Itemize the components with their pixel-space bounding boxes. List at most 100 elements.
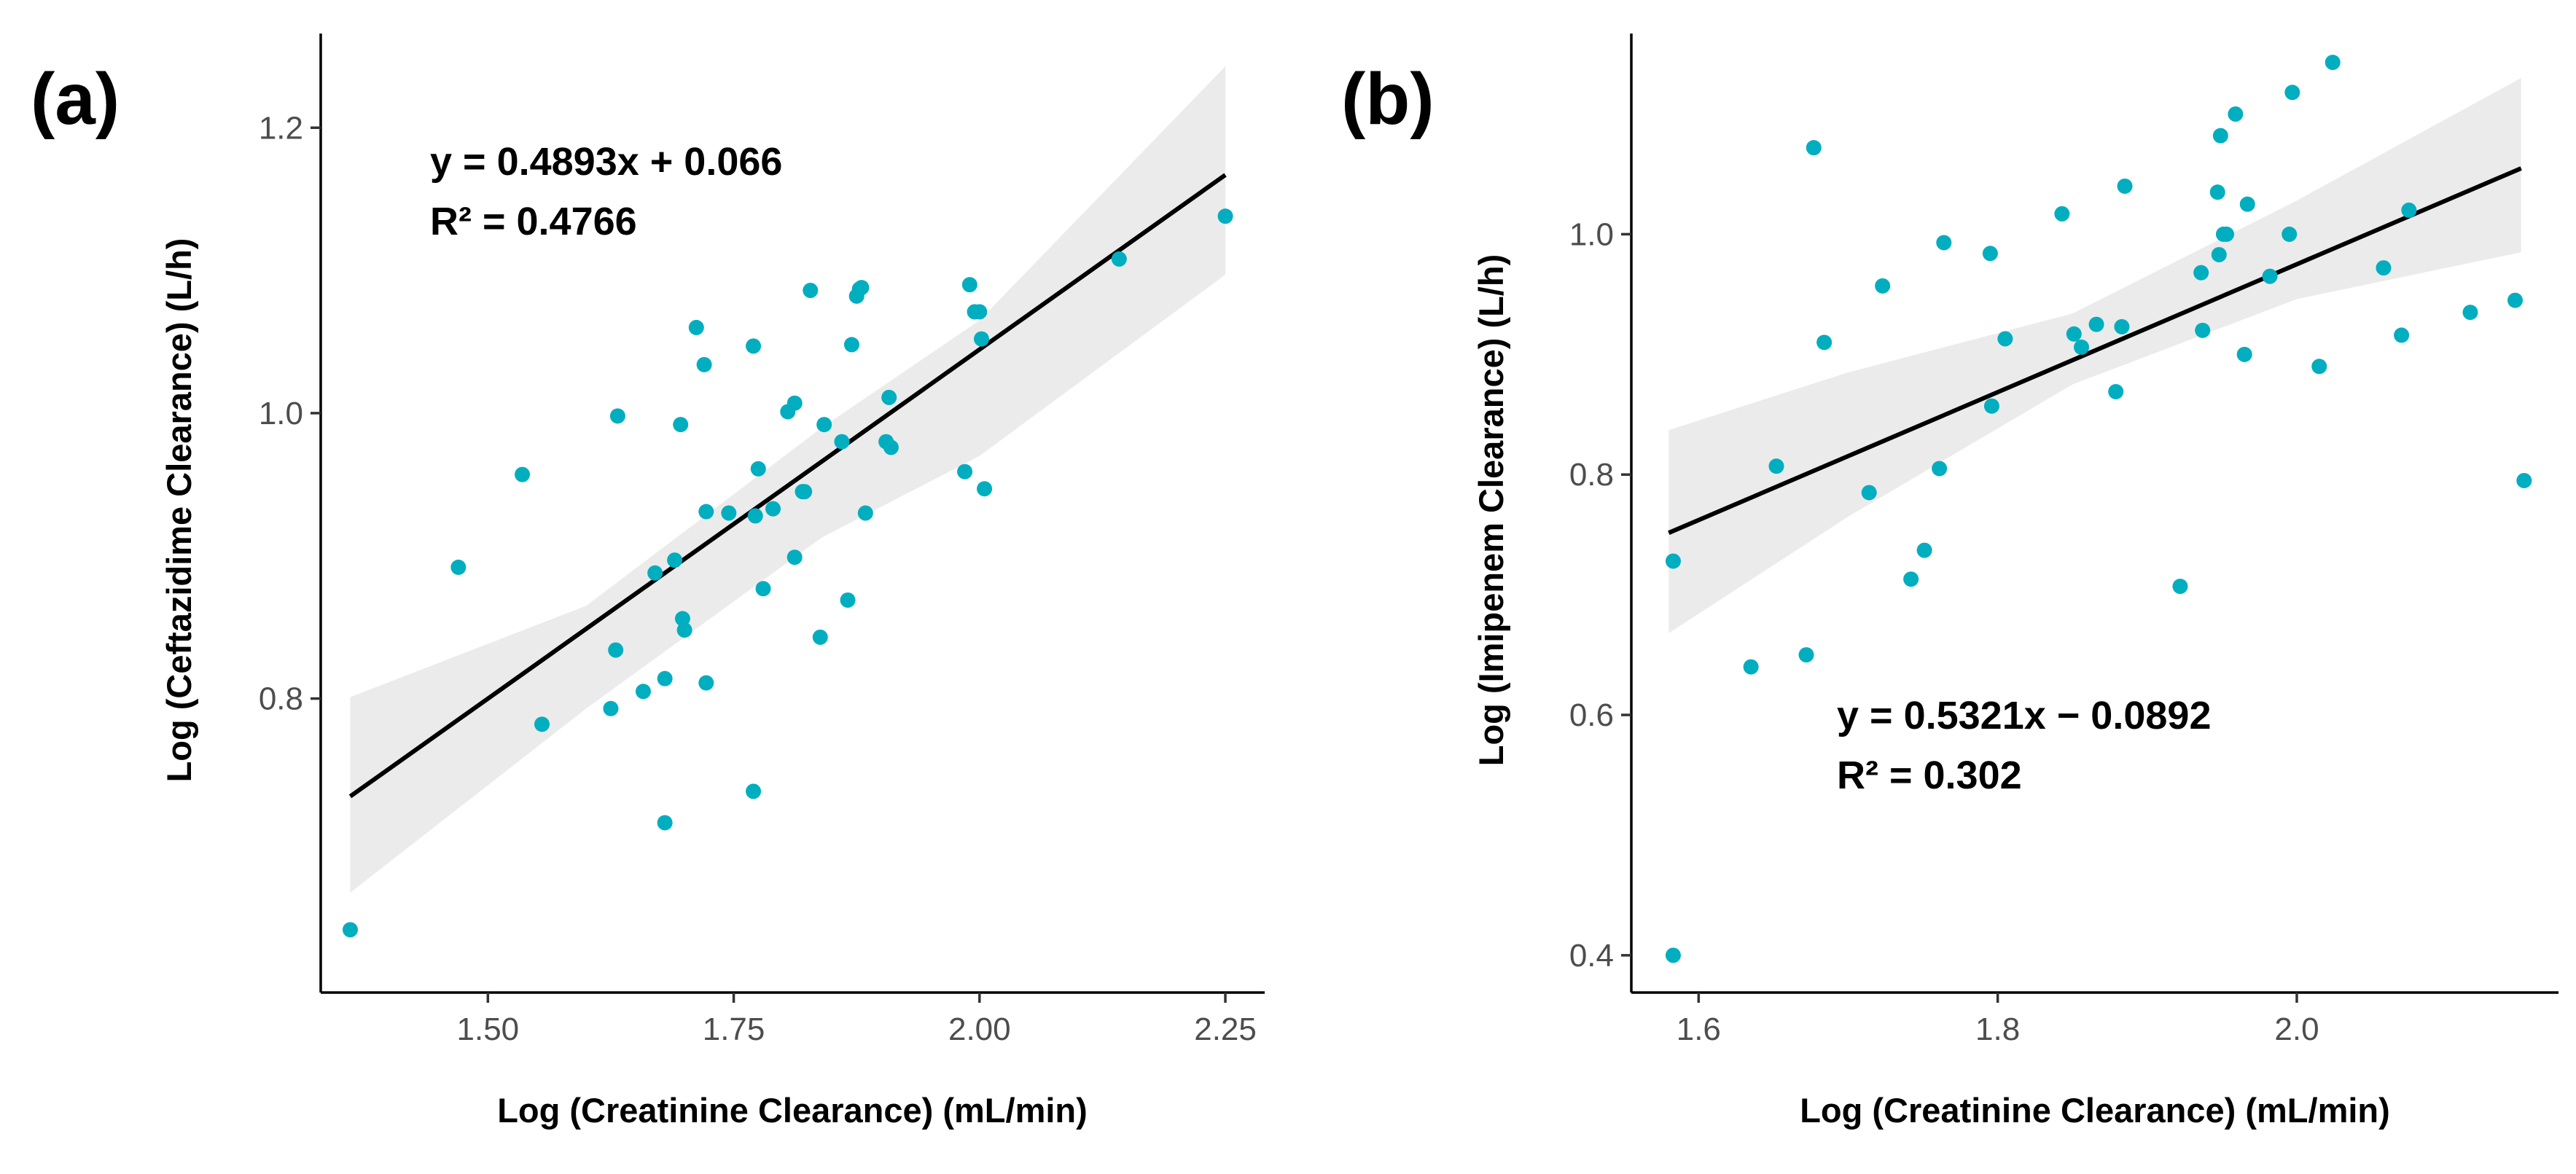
y-tick-label: 0.8 bbox=[259, 681, 303, 717]
data-point bbox=[1816, 334, 1833, 351]
data-point bbox=[2114, 318, 2130, 334]
data-point bbox=[1903, 571, 1919, 587]
x-tick-label: 1.75 bbox=[703, 1011, 765, 1047]
data-point bbox=[2108, 383, 2124, 399]
x-tick-label: 2.00 bbox=[948, 1011, 1011, 1047]
data-point bbox=[803, 283, 819, 298]
data-point bbox=[657, 670, 673, 686]
data-point bbox=[957, 463, 973, 480]
data-point bbox=[2211, 246, 2227, 262]
x-tick-label: 1.50 bbox=[457, 1011, 520, 1047]
data-point bbox=[2193, 265, 2209, 281]
data-point bbox=[857, 505, 873, 521]
confidence-band bbox=[1668, 78, 2521, 633]
regression-line bbox=[1668, 166, 2522, 535]
regression-line bbox=[348, 173, 1227, 799]
data-point bbox=[688, 319, 704, 335]
data-point bbox=[834, 434, 850, 450]
data-point bbox=[674, 611, 690, 627]
data-point bbox=[2262, 268, 2278, 284]
data-point bbox=[1916, 542, 1932, 558]
data-point bbox=[1665, 553, 1681, 569]
data-point bbox=[1875, 278, 1891, 294]
data-point bbox=[1743, 659, 1759, 675]
data-point bbox=[2507, 292, 2524, 308]
data-point bbox=[2209, 184, 2225, 200]
data-point bbox=[797, 484, 813, 500]
regression-equation: y = 0.4893x + 0.066 bbox=[430, 140, 782, 184]
data-point bbox=[515, 466, 531, 482]
data-point bbox=[812, 629, 828, 645]
data-point bbox=[673, 417, 689, 433]
data-point bbox=[840, 592, 856, 608]
y-tick-label: 1.0 bbox=[259, 396, 303, 431]
data-point bbox=[676, 622, 692, 638]
panel-b-imipenem: 1.6 1.8 2.0 0.4 0.6 0.8 1.0 Log (Creatinine Cle… bbox=[1341, 34, 2559, 1130]
data-point bbox=[609, 408, 625, 424]
data-point bbox=[1665, 947, 1681, 963]
data-point bbox=[1983, 398, 1999, 414]
data-point bbox=[603, 700, 619, 716]
data-point bbox=[2239, 196, 2255, 212]
data-point bbox=[746, 783, 762, 799]
data-point bbox=[450, 559, 467, 575]
data-point bbox=[883, 439, 899, 455]
data-point bbox=[787, 549, 803, 566]
data-point bbox=[2376, 260, 2392, 276]
data-point bbox=[2212, 128, 2228, 144]
data-point bbox=[843, 337, 859, 353]
data-point bbox=[1217, 208, 1233, 224]
data-point bbox=[1798, 647, 1814, 663]
y-axis-title: Log (Ceftazidime Clearance) (L/h) bbox=[160, 238, 198, 783]
y-tick-label: 0.8 bbox=[1569, 457, 1614, 493]
x-axis-title: Log (Creatinine Clearance) (mL/min) bbox=[1800, 1091, 2390, 1130]
data-point bbox=[698, 504, 714, 520]
data-point bbox=[1806, 140, 1822, 156]
data-point bbox=[657, 815, 673, 831]
y-tick-label: 1.2 bbox=[259, 110, 303, 146]
data-point bbox=[635, 684, 651, 700]
data-point bbox=[1861, 485, 1877, 501]
data-point bbox=[2054, 206, 2070, 222]
data-point bbox=[721, 505, 737, 521]
x-tick-label: 1.8 bbox=[1975, 1011, 2020, 1047]
data-point bbox=[698, 675, 714, 691]
x-tick-label: 1.6 bbox=[1677, 1011, 1721, 1047]
data-point bbox=[667, 552, 683, 568]
data-point bbox=[2236, 346, 2252, 362]
data-point bbox=[2074, 339, 2090, 355]
panel-label: (b) bbox=[1341, 58, 1435, 140]
data-point bbox=[787, 395, 803, 411]
data-point bbox=[755, 581, 771, 597]
y-tick-label: 0.6 bbox=[1569, 697, 1614, 733]
data-point bbox=[2282, 226, 2298, 242]
x-tick-label: 2.25 bbox=[1194, 1011, 1257, 1047]
data-point bbox=[2401, 202, 2417, 218]
data-point bbox=[881, 389, 897, 405]
x-axis-title: Log (Creatinine Clearance) (mL/min) bbox=[497, 1091, 1088, 1130]
data-point bbox=[647, 565, 663, 581]
data-point bbox=[961, 277, 977, 293]
data-point bbox=[2117, 178, 2133, 194]
data-point bbox=[534, 716, 550, 732]
data-point bbox=[816, 417, 832, 433]
data-point bbox=[750, 461, 766, 477]
data-point bbox=[1997, 331, 2013, 347]
confidence-band bbox=[350, 66, 1226, 893]
data-point bbox=[2219, 226, 2235, 242]
data-point bbox=[746, 338, 762, 354]
data-point bbox=[974, 331, 989, 347]
data-point bbox=[2311, 359, 2327, 375]
data-point bbox=[2284, 85, 2300, 101]
data-point bbox=[608, 642, 624, 658]
data-point bbox=[1111, 251, 1127, 267]
panel-a-ceftazidime: 1.50 1.75 2.00 2.25 0.8 1.0 1.2 Log (Creatinine… bbox=[31, 34, 1265, 1130]
data-point bbox=[342, 922, 358, 938]
data-point bbox=[2172, 579, 2188, 595]
data-point bbox=[2066, 326, 2082, 342]
regression-equation: y = 0.5321x − 0.0892 bbox=[1837, 694, 2211, 737]
data-point bbox=[765, 501, 781, 517]
data-point bbox=[2088, 316, 2104, 332]
x-tick-label: 2.0 bbox=[2274, 1011, 2319, 1047]
